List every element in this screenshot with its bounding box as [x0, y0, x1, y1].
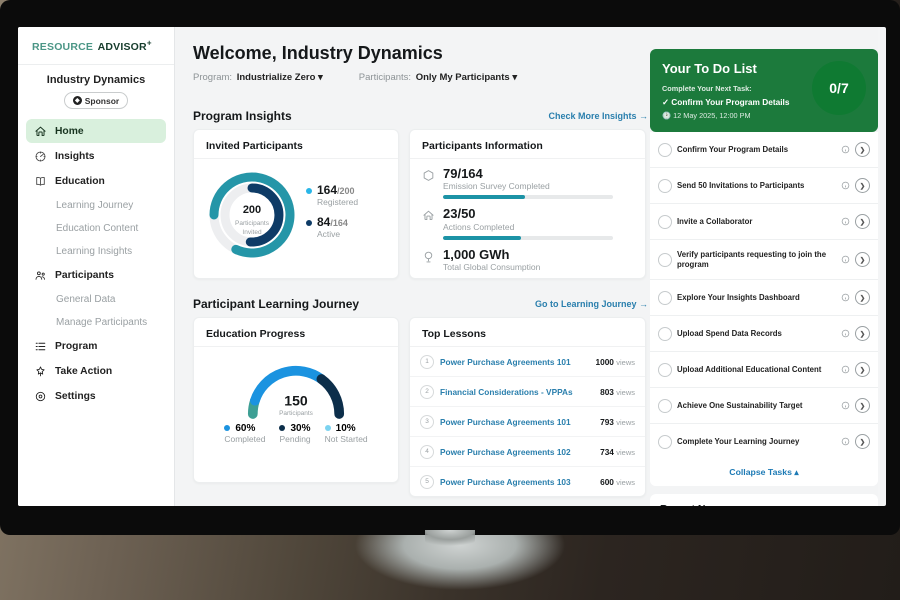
- svg-text:150: 150: [284, 392, 308, 408]
- svg-text:Participants: Participants: [279, 410, 313, 417]
- svg-text:Invited: Invited: [242, 229, 262, 236]
- svg-text:200: 200: [243, 204, 261, 216]
- svg-text:Participants: Participants: [235, 220, 270, 227]
